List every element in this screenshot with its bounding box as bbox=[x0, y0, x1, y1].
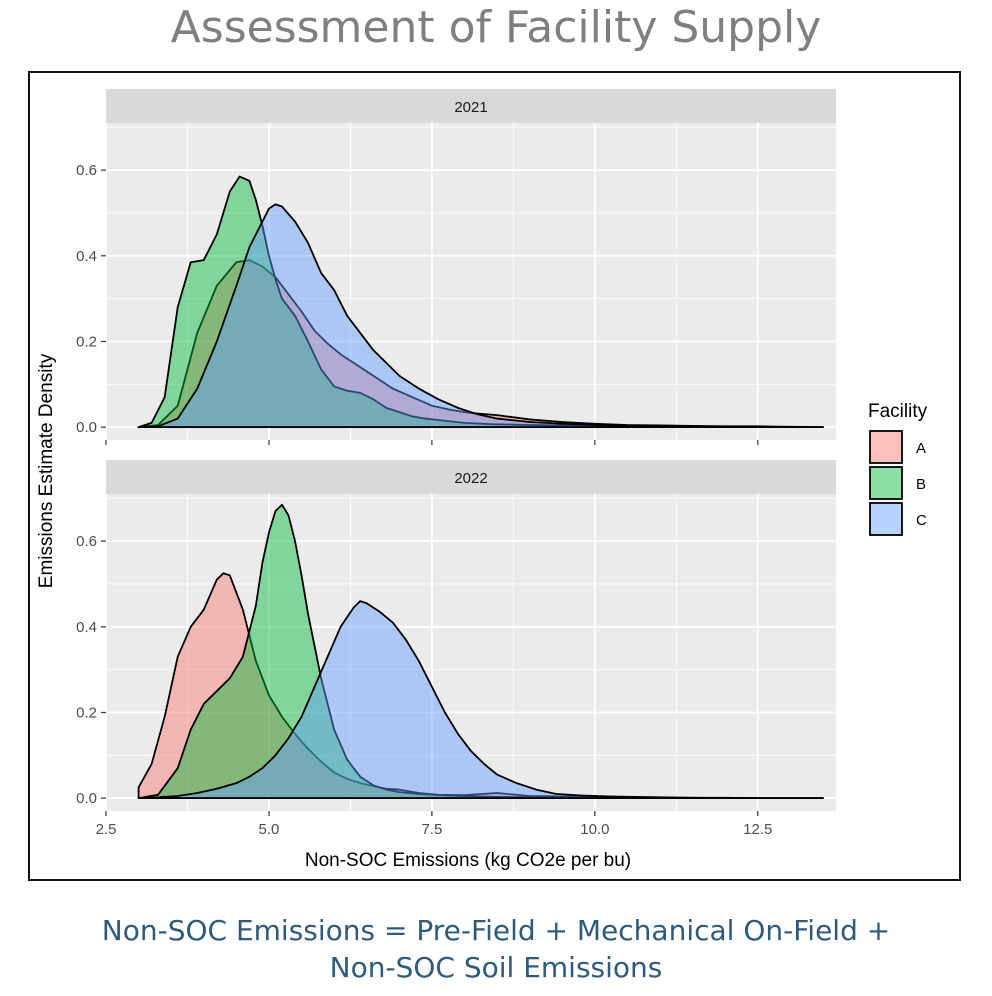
facet-2021: 2021 0.0 0.2 0.4 0.6 bbox=[76, 89, 836, 440]
x-tick-label: 10.0 bbox=[580, 821, 609, 838]
y-axis-label: Emissions Estimate Density bbox=[36, 353, 57, 588]
y-tick-label: 0.0 bbox=[76, 790, 97, 807]
y-tick-label: 0.2 bbox=[76, 333, 97, 350]
y-tick-label: 0.0 bbox=[76, 419, 97, 436]
legend-key-C bbox=[869, 502, 903, 536]
x-tick-label: 5.0 bbox=[259, 821, 280, 838]
x-tick-label: 12.5 bbox=[743, 821, 772, 838]
legend-key-A bbox=[869, 430, 903, 464]
facets-layer: 2021 0.0 0.2 0.4 0.6 2022 0.0 0.2 0.4 0.6 bbox=[76, 89, 836, 811]
y-tick-label: 0.4 bbox=[76, 248, 97, 265]
density-chart: 2021 0.0 0.2 0.4 0.6 2022 0.0 0.2 0.4 0.6 2.5 5.0 7… bbox=[36, 89, 928, 871]
y-tick-label: 0.6 bbox=[76, 533, 97, 550]
facet-2022: 2022 0.0 0.2 0.4 0.6 bbox=[76, 460, 836, 811]
y-tick-label: 0.4 bbox=[76, 619, 97, 636]
x-tick-label: 2.5 bbox=[96, 821, 117, 838]
y-tick-label: 0.6 bbox=[76, 162, 97, 179]
page-title: Assessment of Facility Supply bbox=[170, 2, 822, 53]
facet-strip bbox=[106, 460, 836, 494]
facet-strip-label: 2021 bbox=[454, 99, 487, 116]
density-area-C-2021 bbox=[137, 203, 824, 429]
x-axis: 2.5 5.0 7.5 10.0 12.5 bbox=[96, 440, 772, 838]
caption-line-2: Non-SOC Soil Emissions bbox=[329, 951, 663, 984]
facet-strip-label: 2022 bbox=[454, 470, 487, 487]
legend: Facility A B C bbox=[868, 401, 928, 536]
legend-key-B bbox=[869, 466, 903, 500]
legend-label-A: A bbox=[916, 440, 926, 457]
density-area-C-2022 bbox=[137, 600, 824, 800]
legend-label-C: C bbox=[916, 512, 927, 529]
legend-title: Facility bbox=[868, 401, 928, 422]
x-tick-label: 7.5 bbox=[421, 821, 442, 838]
legend-entries: A B C bbox=[869, 430, 927, 536]
panel-background bbox=[106, 123, 836, 440]
caption-line-1: Non-SOC Emissions = Pre-Field + Mechanic… bbox=[101, 914, 891, 947]
chart-frame: 2021 0.0 0.2 0.4 0.6 2022 0.0 0.2 0.4 0.6 2.5 5.0 7… bbox=[28, 71, 961, 881]
panel-background bbox=[106, 494, 836, 811]
y-tick-label: 0.2 bbox=[76, 704, 97, 721]
x-axis-label: Non-SOC Emissions (kg CO2e per bu) bbox=[305, 850, 631, 871]
facet-strip bbox=[106, 89, 836, 123]
caption: Non-SOC Emissions = Pre-Field + Mechanic… bbox=[0, 912, 992, 986]
legend-label-B: B bbox=[916, 476, 926, 493]
